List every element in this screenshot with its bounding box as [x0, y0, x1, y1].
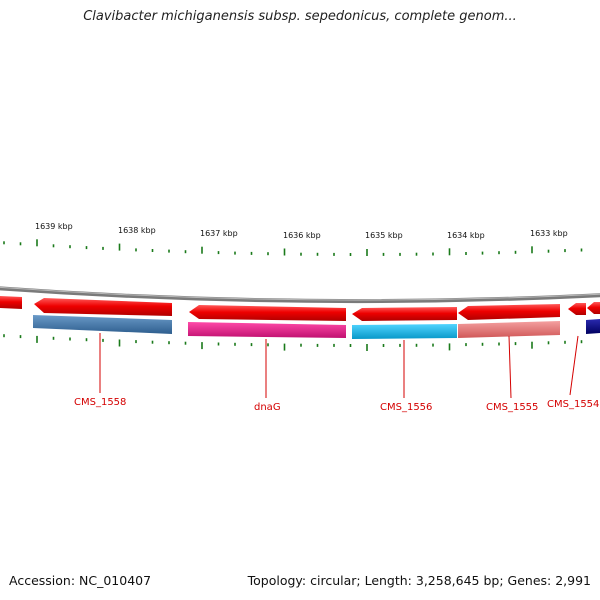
leader-line-cms-1555: [508, 335, 512, 399]
kbp-label-1636: 1636 kbp: [283, 231, 321, 240]
gene-labels: CMS_1558 dnaG CMS_1556 CMS_1555 CMS_1554: [74, 397, 599, 413]
gene-label-cms-1554[interactable]: CMS_1554: [547, 399, 599, 410]
gene-label-cms-1558[interactable]: CMS_1558: [74, 397, 126, 408]
gene-arrow-cms-1554b[interactable]: [587, 302, 600, 314]
gene-arrow-cms-1556[interactable]: [352, 307, 457, 321]
feature-block-cms-1555[interactable]: [458, 321, 560, 338]
backbone-arc: [0, 286, 600, 304]
feature-block-cms-1556[interactable]: [352, 324, 457, 339]
gene-label-dnag[interactable]: dnaG: [254, 402, 281, 413]
leader-lines: [99, 333, 579, 399]
gene-arrow-0[interactable]: [0, 296, 22, 309]
kbp-label-1634: 1634 kbp: [447, 231, 485, 240]
kbp-label-1633: 1633 kbp: [530, 229, 568, 238]
accession-text: Accession: NC_010407: [9, 573, 152, 588]
leader-line-cms-1554: [569, 335, 579, 396]
genome-summary-text: Topology: circular; Length: 3,258,645 bp…: [247, 573, 591, 588]
backbone-arc-highlight: [0, 286, 600, 301]
kbp-label-1639: 1639 kbp: [35, 222, 73, 231]
gene-arrow-cms-1554a[interactable]: [568, 303, 586, 315]
feature-block-cms-1554[interactable]: [586, 319, 600, 334]
gene-arrow-cms-1558[interactable]: [34, 298, 172, 316]
inner-tick-ring: [3, 334, 583, 351]
gene-arrow-cms-1555[interactable]: [458, 304, 560, 320]
feature-block-dnag[interactable]: [188, 322, 346, 338]
gene-arrow-dnag[interactable]: [189, 305, 346, 321]
kbp-label-1635: 1635 kbp: [365, 231, 403, 240]
feature-block-track: [33, 315, 600, 339]
kbp-label-1638: 1638 kbp: [118, 226, 156, 235]
feature-block-cms-1558[interactable]: [33, 315, 172, 334]
outer-tick-ring: [3, 239, 583, 256]
kbp-labels: 1639 kbp 1638 kbp 1637 kbp 1636 kbp 1635…: [35, 222, 568, 240]
kbp-label-1637: 1637 kbp: [200, 229, 238, 238]
map-title: Clavibacter michiganensis subsp. sepedon…: [83, 9, 517, 24]
gene-arrow-track: [0, 296, 600, 321]
gene-label-cms-1556[interactable]: CMS_1556: [380, 402, 432, 413]
gene-label-cms-1555[interactable]: CMS_1555: [486, 402, 538, 413]
